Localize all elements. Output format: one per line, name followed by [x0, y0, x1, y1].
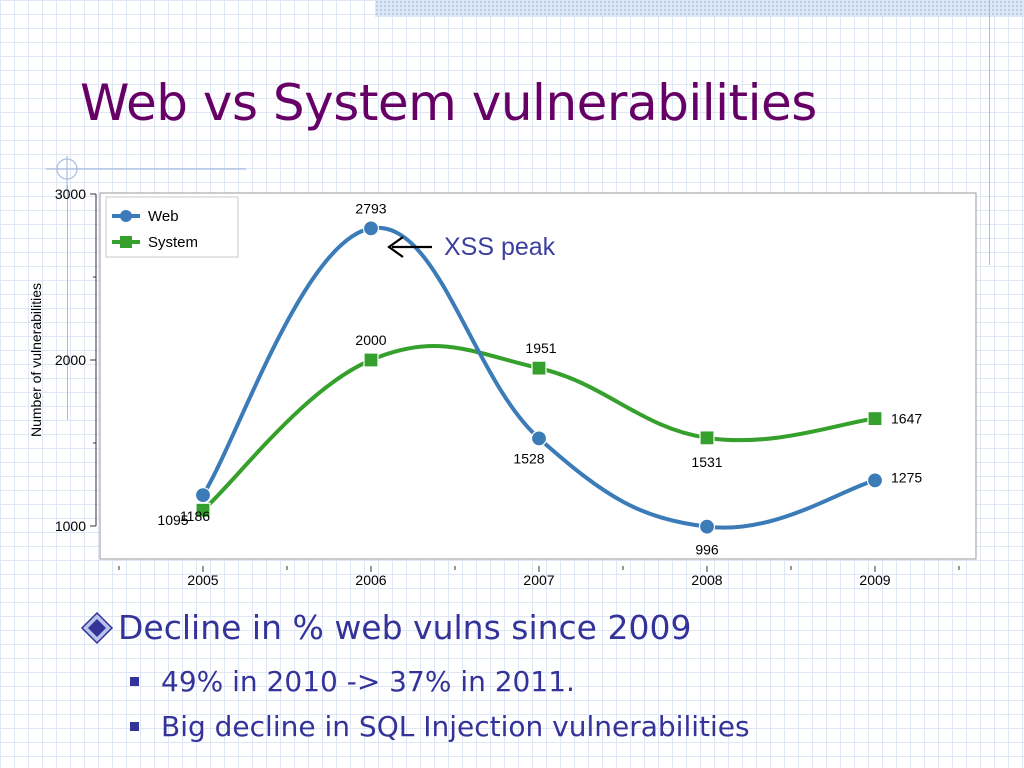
- bullet-main-text: Decline in % web vulns since 2009: [118, 608, 692, 647]
- data-point: [194, 487, 212, 504]
- square-bullet-icon: [130, 722, 139, 731]
- bullet-main: Decline in % web vulns since 2009: [80, 608, 691, 647]
- x-tick-label: 2006: [355, 572, 386, 588]
- data-label: 1531: [691, 454, 722, 470]
- data-point: [531, 360, 547, 376]
- annotation-label: XSS peak: [444, 233, 556, 261]
- top-decorative-band: [375, 0, 1024, 17]
- vulnerabilities-line-chart: 1000 2000 3000 Number of vulnerabilities 200…: [28, 186, 977, 588]
- y-tick-label: 2000: [55, 352, 86, 368]
- data-point: [867, 410, 883, 427]
- chart-legend: Web System: [105, 196, 239, 258]
- data-label: 1951: [525, 340, 556, 356]
- data-point: [698, 518, 716, 535]
- data-point: [362, 220, 380, 237]
- x-tick-label: 2009: [859, 572, 890, 588]
- legend-entry-label: Web: [148, 208, 179, 225]
- data-label: 1186: [180, 508, 210, 524]
- data-label: 1647: [891, 411, 922, 427]
- square-bullet-icon: [130, 677, 139, 686]
- y-axis-label: Number of vulnerabilities: [28, 283, 44, 437]
- data-label: 1095: [157, 512, 188, 528]
- bullet-sub-item: 49% in 2010 -> 37% in 2011.: [130, 665, 575, 698]
- right-decorative-rule: [989, 0, 990, 265]
- chart-axes: 1000 2000 3000 Number of vulnerabilities 200…: [28, 186, 960, 588]
- data-point: [699, 430, 715, 446]
- bullet-sub-text: 49% in 2010 -> 37% in 2011.: [161, 665, 575, 698]
- series-system: 1095 2000 1951 1531 1647: [157, 332, 922, 528]
- data-point: [195, 502, 211, 518]
- legend-marker: [120, 236, 132, 248]
- x-tick-label: 2007: [523, 572, 554, 588]
- series-web: 1186 2793 1528 996 1275: [180, 200, 922, 557]
- data-label: 2000: [355, 332, 386, 348]
- x-tick-label: 2005: [187, 572, 218, 588]
- legend-entry-label: System: [148, 234, 198, 251]
- left-decorative-rule: [67, 185, 68, 420]
- legend-marker: [120, 210, 132, 222]
- x-tick-label: 2008: [691, 572, 722, 588]
- data-label: 1528: [513, 450, 544, 466]
- diamond-bullet-icon: [80, 611, 114, 644]
- series-line: [201, 226, 877, 530]
- bullet-sub-item: Big decline in SQL Injection vulnerabili…: [130, 710, 750, 743]
- data-label: 1275: [891, 469, 922, 485]
- data-label: 2793: [355, 200, 386, 216]
- y-tick-label: 1000: [55, 518, 86, 534]
- data-point: [363, 352, 379, 368]
- y-tick-label: 3000: [55, 186, 86, 202]
- series-layer: 1095 2000 1951 1531 1647 1186 2793 1528 996 1275: [157, 200, 922, 557]
- bullet-sub-text: Big decline in SQL Injection vulnerabili…: [161, 710, 750, 743]
- data-label: 996: [695, 542, 719, 558]
- title-ornament: [46, 156, 246, 190]
- annotation-arrow: [387, 236, 432, 258]
- data-point: [866, 472, 884, 489]
- data-point: [530, 430, 548, 447]
- slide-title: Web vs System vulnerabilities: [80, 74, 817, 132]
